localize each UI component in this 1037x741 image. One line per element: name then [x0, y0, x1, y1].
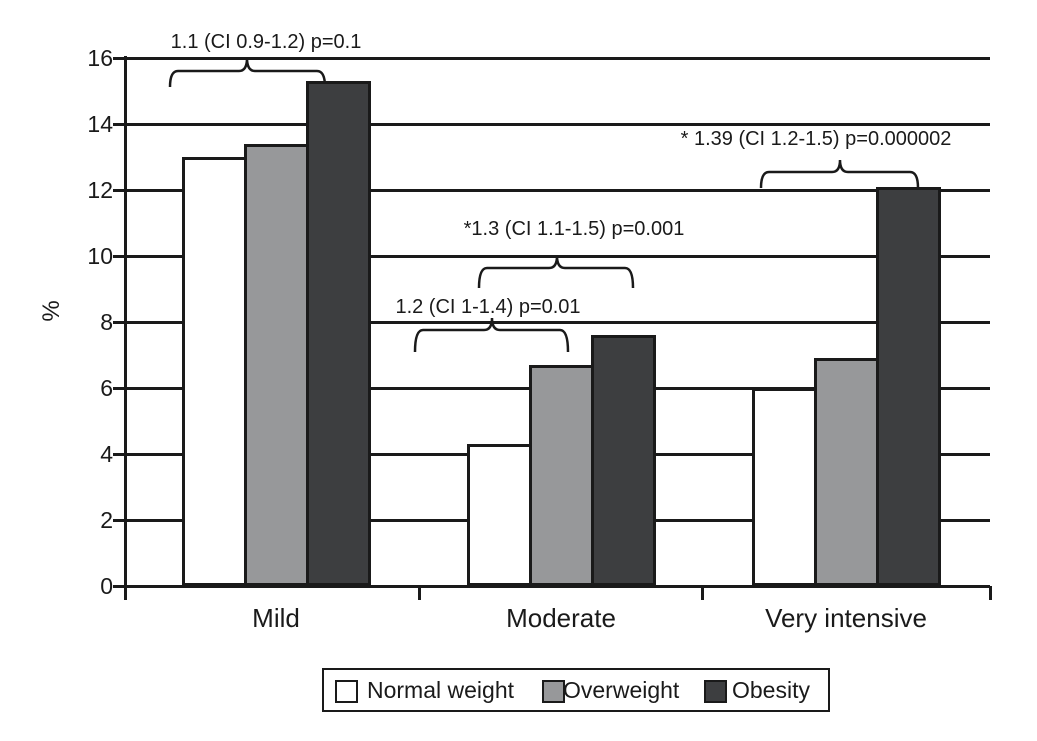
legend-label-obesity: Obesity: [732, 676, 810, 703]
annotation-text-2: *1.3 (CI 1.1-1.5) p=0.001: [463, 218, 685, 240]
y-tick-label-16: 16: [87, 45, 113, 71]
y-tick-8: [113, 320, 125, 324]
annotation-brace-2: [477, 255, 635, 289]
bar-very-intensive-normal-weight: [751, 388, 817, 586]
legend-label-overweight: Overweight: [563, 676, 680, 703]
x-tick-0: [123, 586, 127, 600]
y-tick-label-2: 2: [100, 507, 113, 533]
annotation-brace-1: [759, 159, 920, 189]
y-axis-title: %: [38, 300, 65, 322]
gridline-16: [125, 56, 990, 60]
y-axis-line: [123, 56, 127, 600]
bar-moderate-obesity: [590, 335, 656, 586]
x-tick-2: [700, 586, 704, 600]
annotation-text-3: 1.2 (CI 1-1.4) p=0.01: [395, 296, 581, 318]
bar-mild-normal-weight: [181, 157, 247, 586]
bar-moderate-overweight: [528, 364, 594, 586]
gridline-10: [125, 254, 990, 258]
y-tick-16: [113, 56, 125, 60]
legend-swatch-normal-weight: [335, 680, 358, 703]
annotation-text-1: * 1.39 (CI 1.2-1.5) p=0.000002: [680, 128, 952, 150]
y-tick-10: [113, 254, 125, 258]
y-tick-0: [113, 584, 125, 588]
x-axis-line: [125, 584, 990, 588]
y-tick-label-14: 14: [87, 111, 113, 137]
y-tick-label-6: 6: [100, 375, 113, 401]
y-tick-label-0: 0: [100, 573, 113, 599]
y-tick-label-10: 10: [87, 243, 113, 269]
annotation-brace-0: [168, 57, 327, 88]
x-tick-1: [417, 586, 421, 600]
legend-swatch-obesity: [704, 680, 727, 703]
legend-swatch-overweight: [542, 680, 565, 703]
x-tick-3: [988, 586, 992, 600]
annotation-text-0: 1.1 (CI 0.9-1.2) p=0.1: [170, 31, 362, 53]
y-tick-12: [113, 188, 125, 192]
category-label-very-intensive: Very intensive: [765, 603, 927, 633]
y-tick-14: [113, 122, 125, 126]
bar-moderate-normal-weight: [466, 444, 532, 586]
y-tick-label-4: 4: [100, 441, 113, 467]
bar-mild-overweight: [243, 143, 309, 586]
gridline-8: [125, 320, 990, 324]
gridline-14: [125, 122, 990, 126]
legend-label-normal-weight: Normal weight: [367, 676, 514, 703]
y-tick-label-12: 12: [87, 177, 113, 203]
gridline-12: [125, 188, 990, 192]
bar-very-intensive-obesity: [875, 186, 941, 586]
y-tick-4: [113, 452, 125, 456]
category-label-mild: Mild: [252, 603, 300, 633]
bar-very-intensive-overweight: [813, 358, 879, 586]
category-label-moderate: Moderate: [506, 603, 616, 633]
y-tick-6: [113, 386, 125, 390]
y-tick-2: [113, 518, 125, 522]
bar-mild-obesity: [305, 81, 371, 586]
y-tick-label-8: 8: [100, 309, 113, 335]
legend: Normal weight Overweight Obesity: [322, 668, 830, 712]
